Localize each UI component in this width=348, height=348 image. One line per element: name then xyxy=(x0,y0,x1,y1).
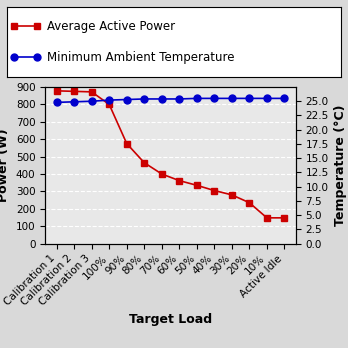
Minimum Ambient Temperature xyxy=(55,100,59,104)
Minimum Ambient Temperature xyxy=(72,100,76,104)
Y-axis label: Temperature (°C): Temperature (°C) xyxy=(334,104,347,226)
Text: Average Active Power: Average Active Power xyxy=(47,20,175,33)
Minimum Ambient Temperature xyxy=(142,97,146,101)
Minimum Ambient Temperature xyxy=(177,97,181,101)
X-axis label: Target Load: Target Load xyxy=(129,314,212,326)
Minimum Ambient Temperature xyxy=(125,97,129,102)
Text: Minimum Ambient Temperature: Minimum Ambient Temperature xyxy=(47,50,235,64)
Line: Average Active Power: Average Active Power xyxy=(54,88,287,221)
Minimum Ambient Temperature xyxy=(160,97,164,101)
Minimum Ambient Temperature xyxy=(282,96,286,101)
Average Active Power xyxy=(142,161,146,165)
Average Active Power xyxy=(265,216,269,220)
Minimum Ambient Temperature xyxy=(212,96,216,101)
Average Active Power xyxy=(107,102,111,106)
Minimum Ambient Temperature xyxy=(107,98,111,102)
Average Active Power xyxy=(177,179,181,183)
Average Active Power xyxy=(125,142,129,146)
Average Active Power xyxy=(212,189,216,193)
Average Active Power xyxy=(55,89,59,93)
Average Active Power xyxy=(230,193,234,197)
Y-axis label: Power (W): Power (W) xyxy=(0,128,10,202)
Minimum Ambient Temperature xyxy=(230,96,234,101)
Average Active Power xyxy=(195,183,199,187)
Line: Minimum Ambient Temperature: Minimum Ambient Temperature xyxy=(53,95,288,106)
Minimum Ambient Temperature xyxy=(195,96,199,101)
Minimum Ambient Temperature xyxy=(265,96,269,101)
Average Active Power xyxy=(72,89,76,94)
Average Active Power xyxy=(282,216,286,220)
Average Active Power xyxy=(160,172,164,176)
Average Active Power xyxy=(247,200,252,205)
Average Active Power xyxy=(89,90,94,94)
Minimum Ambient Temperature xyxy=(247,96,252,101)
Minimum Ambient Temperature xyxy=(89,99,94,103)
